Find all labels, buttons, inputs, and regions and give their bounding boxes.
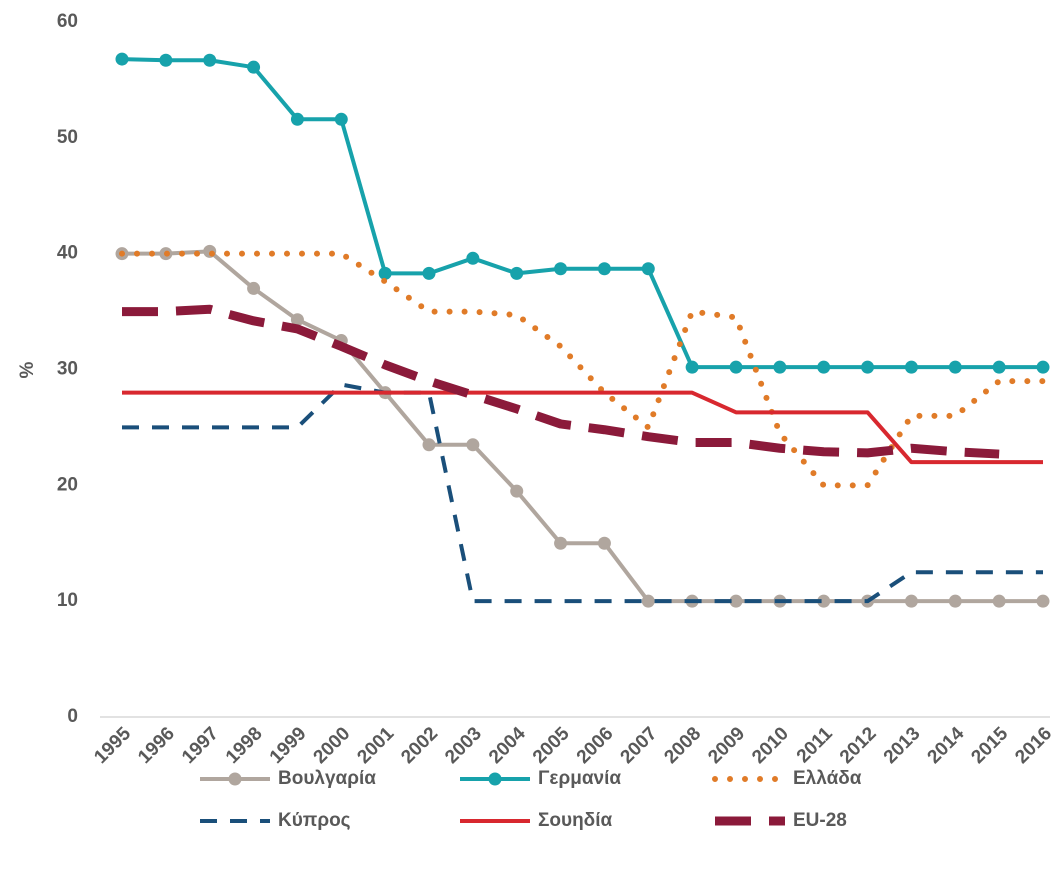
y-tick-label: 30: [57, 359, 78, 380]
marker: [554, 262, 568, 276]
marker: [597, 536, 611, 550]
series-line: [122, 249, 1043, 604]
marker: [510, 484, 524, 498]
marker: [861, 360, 875, 374]
x-tick-label: 2010: [748, 723, 793, 768]
x-tick-label: 2013: [880, 723, 925, 768]
series-line: [121, 57, 1043, 370]
legend-label: Γερμανία: [538, 768, 621, 789]
x-tick-label: 2001: [353, 723, 398, 768]
x-tick-label: 1995: [90, 723, 135, 768]
x-tick-label: 2011: [793, 723, 837, 767]
marker: [773, 360, 787, 374]
marker: [466, 251, 480, 265]
marker: [729, 360, 743, 374]
marker: [203, 244, 217, 258]
marker: [1036, 594, 1050, 608]
marker: [992, 594, 1006, 608]
legend-label: Ελλάδα: [793, 768, 862, 789]
marker: [904, 360, 918, 374]
marker: [729, 594, 743, 608]
series-line: [122, 382, 1043, 604]
x-tick-label: 1998: [222, 723, 267, 768]
y-tick-label: 60: [57, 11, 78, 32]
x-tick-label: 2007: [617, 723, 662, 768]
x-tick-label: 1997: [178, 723, 223, 768]
legend-label: Σουηδία: [538, 810, 612, 831]
marker: [247, 281, 261, 295]
legend-label: Κύπρος: [278, 810, 351, 831]
legend-label: EU-28: [793, 810, 847, 831]
x-tick-label: 1999: [266, 723, 311, 768]
marker: [992, 360, 1006, 374]
marker: [641, 262, 655, 276]
marker: [422, 438, 436, 452]
marker: [597, 262, 611, 276]
marker: [904, 594, 918, 608]
x-tick-label: 1996: [134, 723, 179, 768]
legend-marker: [228, 772, 242, 786]
marker: [334, 112, 348, 126]
marker: [203, 53, 217, 67]
marker: [1036, 360, 1050, 374]
marker: [466, 438, 480, 452]
x-tick-label: 2000: [310, 723, 355, 768]
x-tick-label: 2003: [441, 723, 486, 768]
y-tick-label: 20: [57, 474, 78, 495]
marker: [948, 360, 962, 374]
y-tick-label: 10: [57, 590, 78, 611]
marker: [817, 360, 831, 374]
x-tick-label: 2005: [529, 723, 574, 768]
y-tick-label: 40: [57, 243, 78, 264]
marker: [685, 360, 699, 374]
x-tick-label: 2012: [836, 723, 881, 768]
marker: [247, 60, 261, 74]
marker: [510, 266, 524, 280]
x-tick-label: 2008: [660, 723, 705, 768]
legend-marker: [488, 772, 502, 786]
x-tick-label: 2006: [573, 723, 618, 768]
y-axis-label: %: [17, 361, 38, 378]
x-tick-label: 2009: [704, 723, 749, 768]
marker: [378, 266, 392, 280]
marker: [817, 594, 831, 608]
marker: [554, 536, 568, 550]
marker: [290, 112, 304, 126]
marker: [422, 266, 436, 280]
x-tick-label: 2014: [924, 723, 969, 768]
x-tick-label: 2004: [485, 723, 530, 768]
marker: [290, 313, 304, 327]
series-line: [119, 250, 1046, 489]
marker: [948, 594, 962, 608]
marker: [159, 53, 173, 67]
series-line: [122, 390, 1043, 465]
x-tick-label: 2015: [967, 723, 1012, 768]
series-line: [122, 304, 1000, 459]
marker: [115, 52, 129, 66]
x-tick-label: 2002: [397, 723, 442, 768]
marker: [641, 594, 655, 608]
legend-label: Βουλγαρία: [278, 768, 376, 789]
y-tick-label: 50: [57, 127, 78, 148]
y-tick-label: 0: [67, 706, 78, 727]
x-tick-label: 2016: [1011, 723, 1053, 768]
